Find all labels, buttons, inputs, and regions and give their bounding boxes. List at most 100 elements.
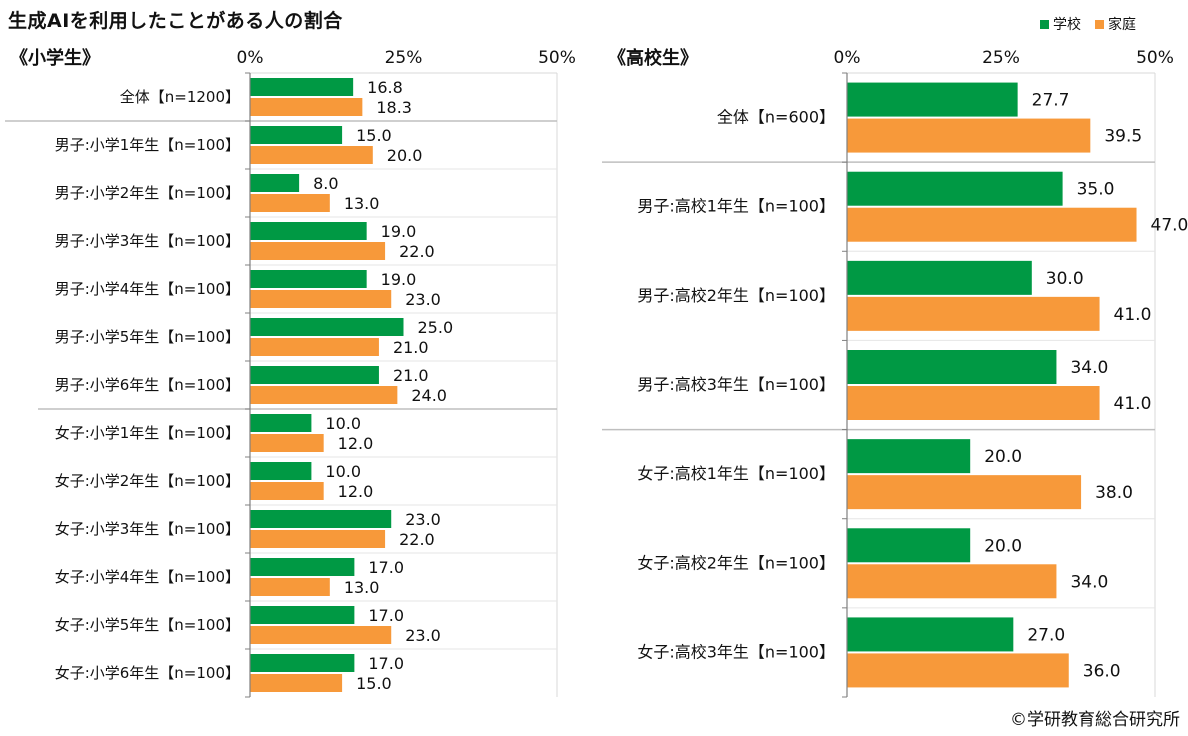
category-label-elem-10: 女子:小学4年生【n=100】 <box>55 568 240 586</box>
bar-home-hs-2 <box>847 296 1100 331</box>
bar-home-hs-0 <box>847 118 1091 153</box>
category-label-elem-12: 女子:小学6年生【n=100】 <box>55 664 240 682</box>
data-label-school-elem-11: 17.0 <box>368 606 404 625</box>
bar-school-elem-0 <box>250 78 354 96</box>
data-label-school-elem-6: 21.0 <box>393 366 429 385</box>
chart-title: 生成AIを利用したことがある人の割合 <box>8 10 343 32</box>
bar-school-elem-5 <box>250 318 404 336</box>
data-label-school-elem-9: 23.0 <box>405 510 441 529</box>
data-label-home-elem-9: 22.0 <box>399 530 435 549</box>
bar-school-elem-3 <box>250 222 367 240</box>
bar-school-hs-5 <box>847 528 971 563</box>
data-label-school-elem-10: 17.0 <box>368 558 404 577</box>
bar-home-elem-2 <box>250 194 330 212</box>
bar-home-elem-7 <box>250 434 324 452</box>
bar-home-hs-1 <box>847 207 1137 242</box>
category-label-elem-8: 女子:小学2年生【n=100】 <box>55 472 240 490</box>
legend-swatch-school <box>1040 19 1049 29</box>
bar-home-elem-11 <box>250 626 392 644</box>
category-label-hs-1: 男子:高校1年生【n=100】 <box>637 197 835 216</box>
legend: 学校 家庭 <box>1040 14 1136 34</box>
bar-school-hs-1 <box>847 171 1063 206</box>
x-tick-label-elem-2: 50% <box>538 48 576 68</box>
category-label-hs-3: 男子:高校3年生【n=100】 <box>637 375 835 394</box>
data-label-school-hs-2: 30.0 <box>1046 269 1084 289</box>
credit: ©学研教育総合研究所 <box>1010 710 1180 730</box>
category-label-elem-3: 男子:小学3年生【n=100】 <box>55 232 240 250</box>
data-label-home-elem-4: 23.0 <box>405 290 441 309</box>
bar-school-hs-6 <box>847 617 1014 652</box>
bar-home-hs-4 <box>847 475 1082 510</box>
category-label-elem-1: 男子:小学1年生【n=100】 <box>55 136 240 154</box>
data-label-school-elem-8: 10.0 <box>325 462 361 481</box>
bar-home-hs-5 <box>847 564 1057 599</box>
legend-swatch-home <box>1095 19 1104 29</box>
data-label-home-elem-0: 18.3 <box>376 98 412 117</box>
category-label-elem-6: 男子:小学6年生【n=100】 <box>55 376 240 394</box>
data-label-home-hs-5: 34.0 <box>1070 572 1108 592</box>
bar-home-elem-9 <box>250 530 386 548</box>
data-label-school-elem-2: 8.0 <box>313 174 338 193</box>
bar-school-elem-10 <box>250 558 355 576</box>
x-tick-label-elem-1: 25% <box>385 48 423 68</box>
data-label-home-hs-1: 47.0 <box>1151 216 1188 236</box>
data-label-home-hs-2: 41.0 <box>1114 305 1152 325</box>
bar-home-elem-1 <box>250 146 373 164</box>
category-label-elem-9: 女子:小学3年生【n=100】 <box>55 520 240 538</box>
legend-item-home: 家庭 <box>1095 14 1136 34</box>
bar-school-elem-9 <box>250 510 392 528</box>
bar-school-hs-4 <box>847 439 971 474</box>
data-label-home-elem-6: 24.0 <box>411 386 447 405</box>
data-label-home-elem-3: 22.0 <box>399 242 435 261</box>
data-label-school-elem-4: 19.0 <box>381 270 417 289</box>
data-label-home-elem-2: 13.0 <box>344 194 380 213</box>
category-label-hs-5: 女子:高校2年生【n=100】 <box>637 553 835 572</box>
bar-school-elem-7 <box>250 414 312 432</box>
legend-label-home: 家庭 <box>1108 17 1136 33</box>
data-label-school-hs-0: 27.7 <box>1032 91 1070 111</box>
bar-school-elem-1 <box>250 126 343 144</box>
bar-home-elem-8 <box>250 482 324 500</box>
bar-school-elem-2 <box>250 174 300 192</box>
category-label-elem-2: 男子:小学2年生【n=100】 <box>55 184 240 202</box>
data-label-home-elem-8: 12.0 <box>338 482 374 501</box>
data-label-home-elem-7: 12.0 <box>338 434 374 453</box>
category-label-hs-4: 女子:高校1年生【n=100】 <box>637 464 835 483</box>
category-label-elem-0: 全体【n=1200】 <box>120 88 240 106</box>
bar-home-elem-4 <box>250 290 392 308</box>
x-tick-label-hs-0: 0% <box>834 48 861 68</box>
bar-home-elem-3 <box>250 242 386 260</box>
bar-school-hs-3 <box>847 350 1057 384</box>
x-tick-label-hs-1: 25% <box>982 48 1020 68</box>
data-label-school-hs-1: 35.0 <box>1077 180 1115 200</box>
bar-school-elem-11 <box>250 606 355 624</box>
bar-home-elem-6 <box>250 386 398 404</box>
category-label-hs-0: 全体【n=600】 <box>717 108 835 127</box>
data-label-school-hs-5: 20.0 <box>984 536 1022 556</box>
bar-home-elem-5 <box>250 338 379 356</box>
category-label-hs-2: 男子:高校2年生【n=100】 <box>637 286 835 305</box>
category-label-elem-11: 女子:小学5年生【n=100】 <box>55 616 240 634</box>
data-label-home-elem-1: 20.0 <box>387 146 423 165</box>
bar-school-elem-6 <box>250 366 379 384</box>
data-label-school-elem-12: 17.0 <box>368 654 404 673</box>
category-label-hs-6: 女子:高校3年生【n=100】 <box>637 642 835 661</box>
panel-title-elementary: 《小学生》 <box>10 48 100 69</box>
data-label-school-elem-1: 15.0 <box>356 126 392 145</box>
data-label-school-elem-5: 25.0 <box>418 318 454 337</box>
data-label-home-elem-11: 23.0 <box>405 626 441 645</box>
data-label-home-hs-3: 41.0 <box>1114 394 1152 414</box>
bar-school-elem-12 <box>250 654 355 672</box>
data-label-home-elem-5: 21.0 <box>393 338 429 357</box>
data-label-school-hs-6: 27.0 <box>1027 625 1065 645</box>
bar-home-hs-6 <box>847 653 1069 688</box>
x-tick-label-elem-0: 0% <box>237 48 264 68</box>
bar-home-elem-0 <box>250 98 363 116</box>
data-label-school-hs-4: 20.0 <box>984 447 1022 467</box>
data-label-home-elem-10: 13.0 <box>344 578 380 597</box>
bar-school-hs-2 <box>847 260 1032 295</box>
legend-label-school: 学校 <box>1053 17 1081 33</box>
bar-school-hs-0 <box>847 82 1018 117</box>
data-label-home-hs-4: 38.0 <box>1095 483 1133 503</box>
